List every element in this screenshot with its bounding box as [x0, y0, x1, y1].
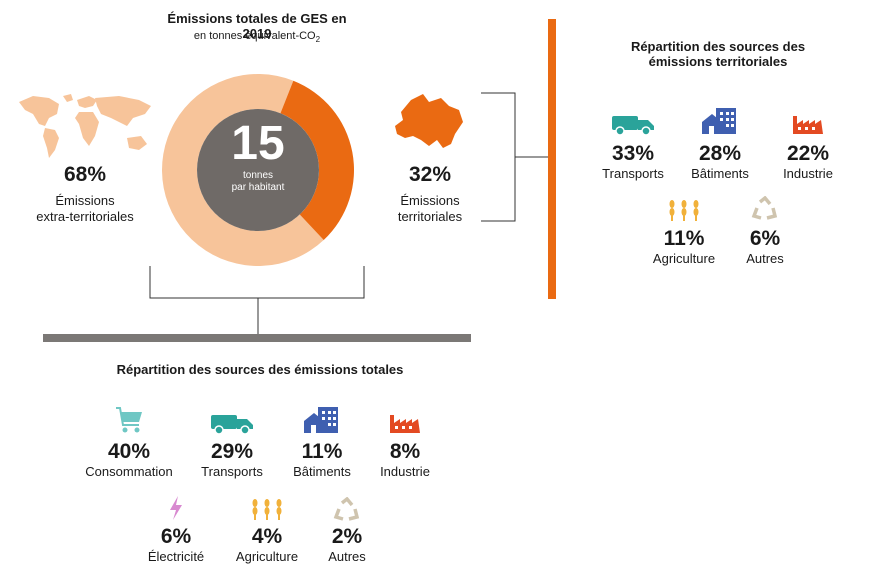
total-label-autres: Autres: [328, 549, 366, 564]
territorial-pct-agriculture: 11%: [663, 227, 705, 250]
territorial-label-agriculture: Agriculture: [652, 251, 716, 266]
territorial-label-transports: Transports: [602, 166, 664, 181]
total-pct-consommation: 40%: [107, 440, 151, 463]
total-pct-batiments: 11%: [301, 440, 343, 463]
factory-icon: [390, 415, 420, 433]
donut-center-value: 15: [231, 117, 285, 170]
donut-segment-extra: [162, 73, 324, 266]
territorial-panel-title-1: Répartition des sources des: [630, 39, 806, 54]
subtitle-subscript: 2: [315, 35, 321, 45]
total-label-industrie: Industrie: [380, 464, 430, 479]
total-item-industrie: 8% Industrie: [355, 411, 455, 480]
territorial-label-batiments: Bâtiments: [691, 166, 749, 181]
buildings-icon: [702, 108, 736, 134]
territorial-item-transports: 33% Transports: [583, 114, 683, 182]
territorial-label-1: Émissions: [400, 193, 460, 208]
territorial-pct-transports: 33%: [611, 142, 655, 165]
truck-icon: [612, 116, 654, 136]
total-pct-transports: 29%: [210, 440, 254, 463]
total-item-electricite: 6% Électricité: [126, 495, 226, 565]
chart-subtitle: en tonnes équivalent-CO2: [157, 30, 357, 44]
lightning-icon: [170, 496, 182, 520]
total-label-agriculture: Agriculture: [235, 549, 299, 564]
territorial-panel-title-2: émissions territoriales: [648, 54, 788, 69]
territorial-item-batiments: 28% Bâtiments: [670, 106, 770, 182]
extra-territorial-label-1: Émissions: [55, 193, 115, 208]
territorial-item-autres: 6% Autres: [715, 196, 815, 267]
switzerland-map-icon: [395, 94, 463, 148]
donut-chart: [162, 73, 354, 266]
recycle-icon: [333, 497, 360, 521]
territorial-label-industrie: Industrie: [783, 166, 833, 181]
territorial-panel-title: Répartition des sources des émissions te…: [598, 39, 838, 69]
total-label-electricite: Électricité: [147, 549, 205, 564]
donut-center-label-2: par habitant: [231, 182, 285, 193]
wheat-icon: [669, 200, 699, 221]
total-item-agriculture: 4% Agriculture: [217, 497, 317, 565]
territorial-item-industrie: 22% Industrie: [758, 112, 858, 182]
territorial-pct: 32%: [408, 163, 452, 186]
buildings-icon: [304, 407, 338, 433]
subtitle-text: en tonnes équivalent-CO: [193, 30, 316, 42]
total-pct-industrie: 8%: [389, 440, 421, 463]
total-label-batiments: Bâtiments: [293, 464, 351, 479]
total-pct-electricite: 6%: [160, 525, 192, 548]
extra-territorial-pct: 68%: [63, 163, 107, 186]
territorial-pct-industrie: 22%: [786, 142, 830, 165]
total-item-autres: 2% Autres: [297, 497, 397, 565]
territorial-divider-bar: [548, 19, 556, 299]
total-divider-bar: [43, 334, 471, 342]
truck-icon: [211, 415, 253, 435]
total-panel-title: Répartition des sources des émissions to…: [116, 362, 404, 377]
total-label-transports: Transports: [201, 464, 263, 479]
wheat-icon: [252, 499, 282, 520]
total-item-consommation: 40% Consommation: [79, 405, 179, 480]
total-item-transports: 29% Transports: [182, 413, 282, 480]
territorial-item-agriculture: 11% Agriculture: [634, 198, 734, 267]
territorial-pct-batiments: 28%: [698, 142, 742, 165]
total-label-consommation: Consommation: [85, 464, 173, 479]
territorial-label-2: territoriales: [397, 209, 463, 224]
donut-center-label-1: tonnes: [242, 170, 274, 181]
extra-territorial-label-2: extra-territoriales: [36, 209, 134, 224]
total-pct-autres: 2%: [331, 525, 363, 548]
world-map-icon: [19, 94, 151, 158]
recycle-icon: [751, 196, 778, 220]
cart-icon: [116, 407, 142, 433]
total-item-batiments: 11% Bâtiments: [272, 405, 372, 480]
factory-icon: [793, 116, 823, 134]
territorial-label-autres: Autres: [746, 251, 784, 266]
donut-segment-territorial: [280, 80, 354, 240]
donut-center: [197, 109, 319, 231]
territorial-pct-autres: 6%: [749, 227, 781, 250]
chart-title: Émissions totales de GES en 2019: [167, 11, 347, 41]
total-pct-agriculture: 4%: [251, 525, 283, 548]
